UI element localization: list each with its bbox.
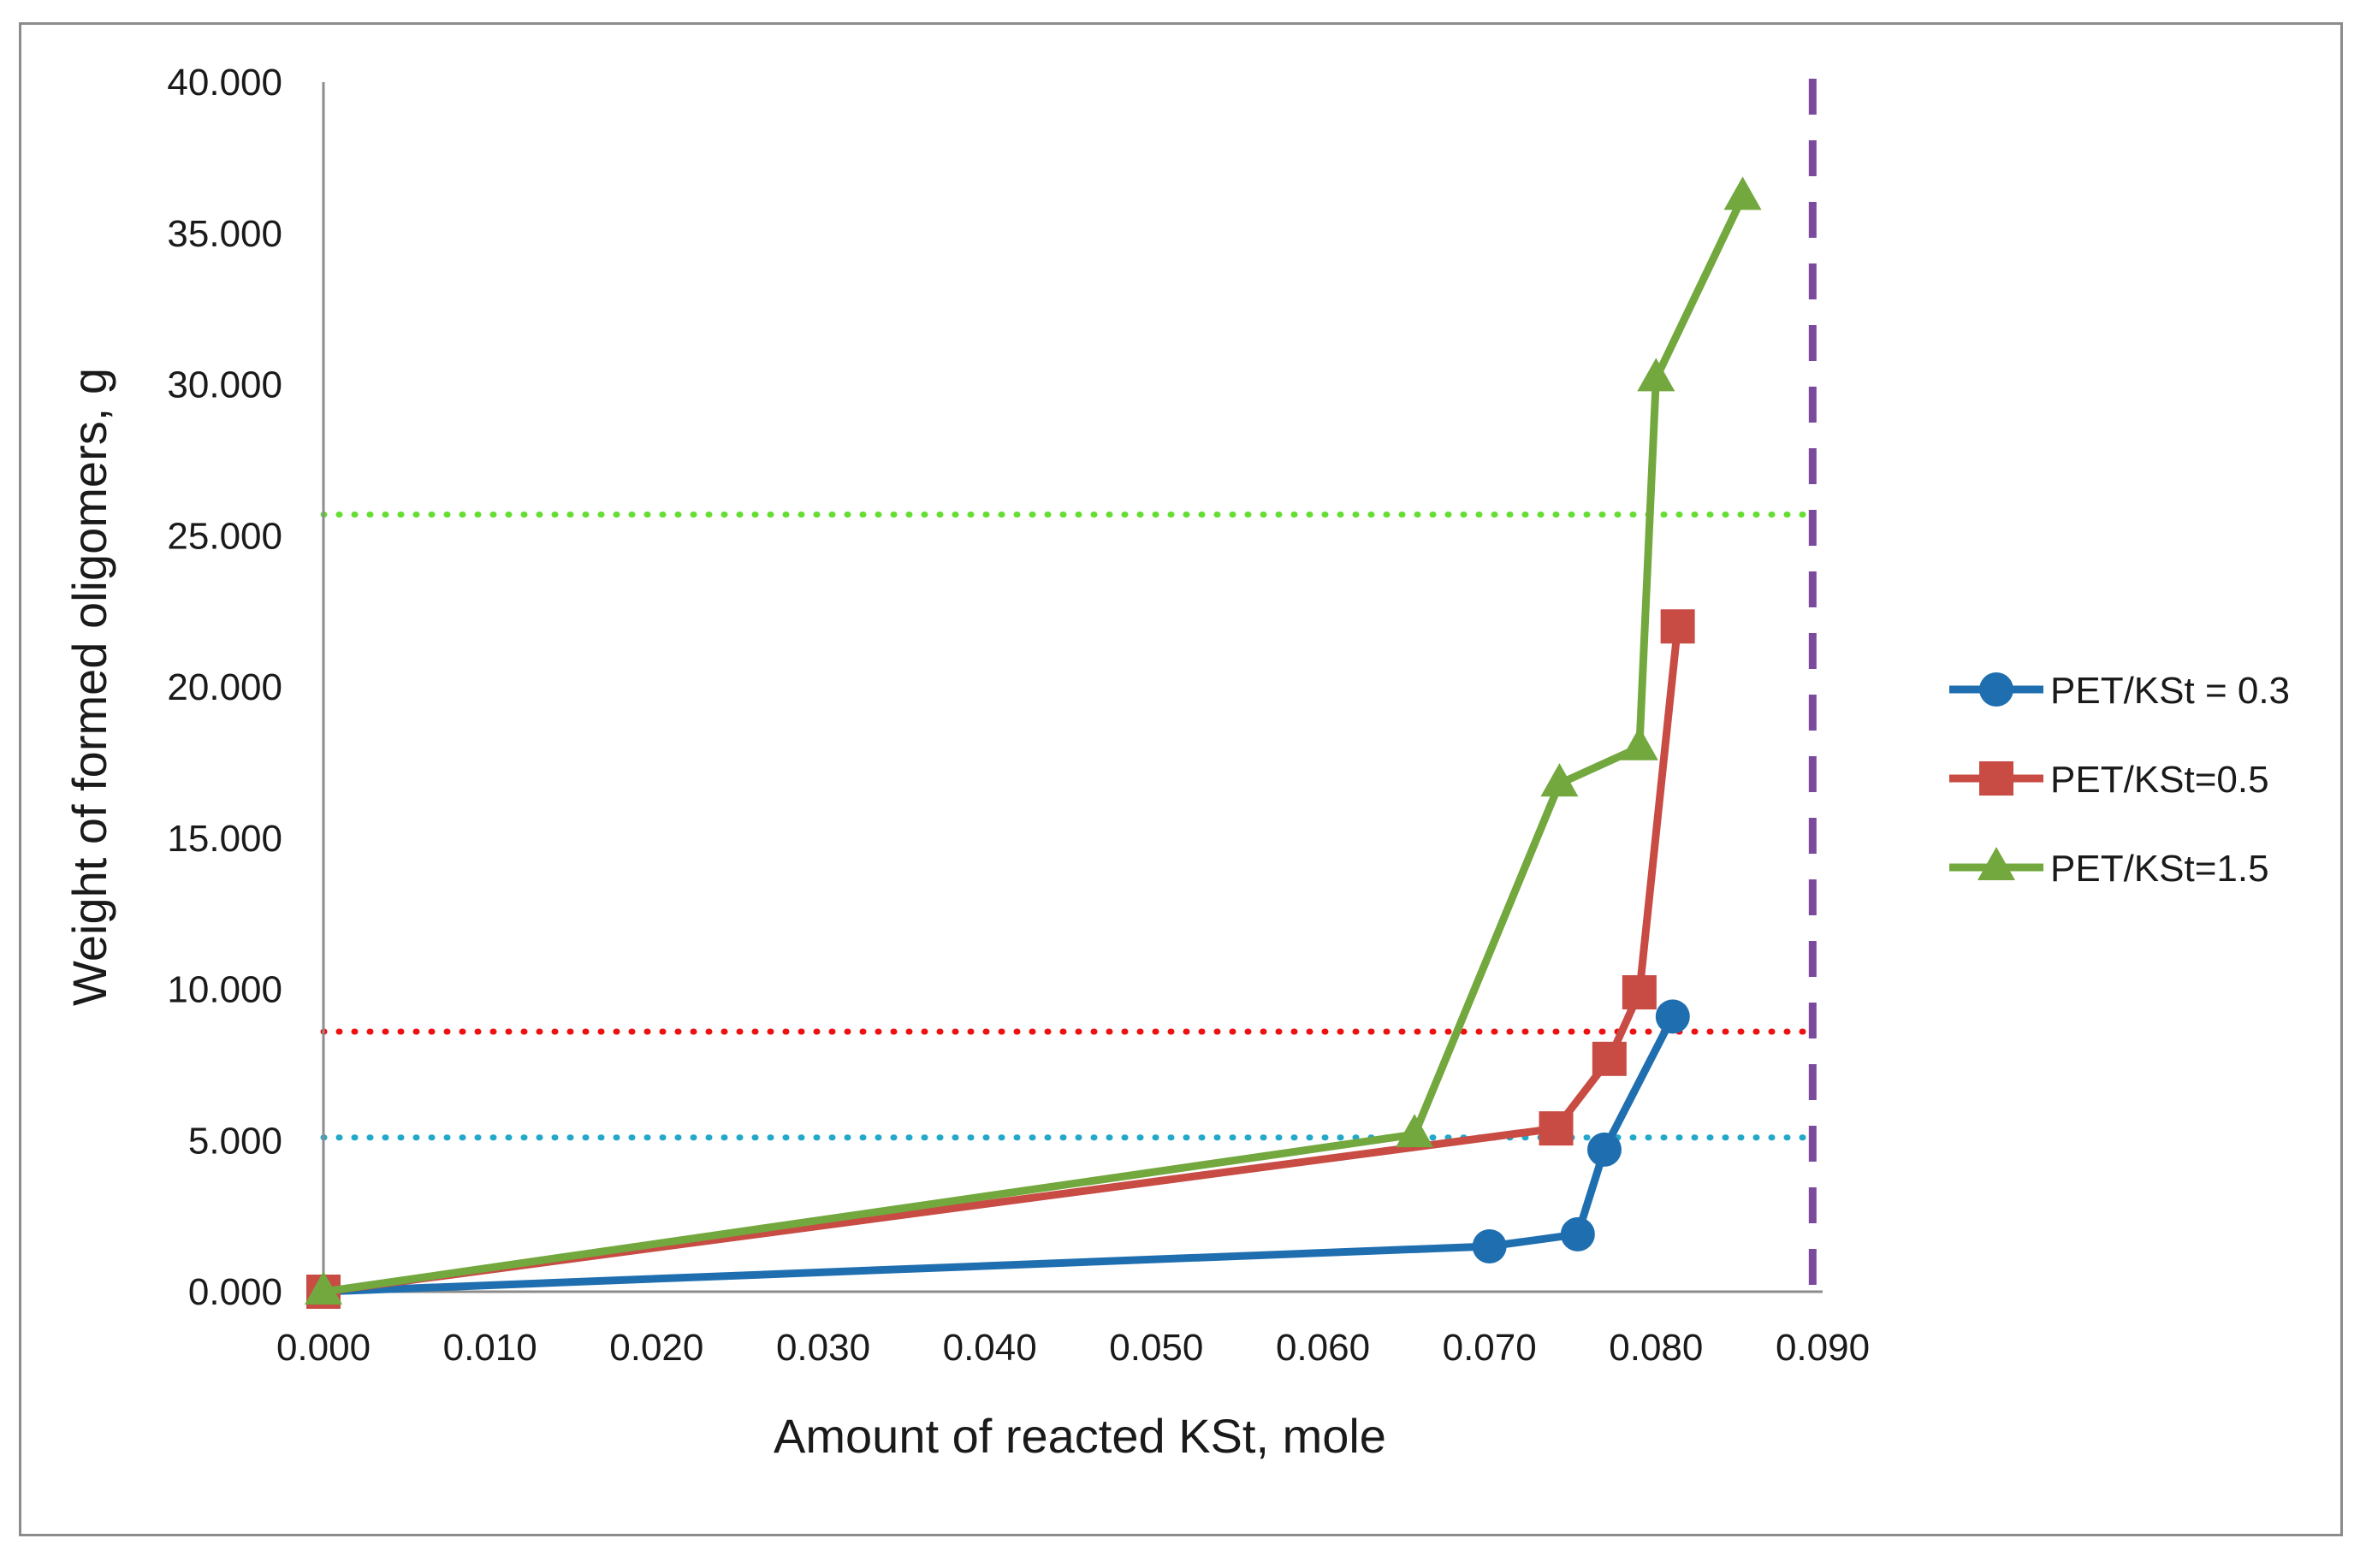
series-2 bbox=[306, 609, 1695, 1309]
y-tick-label: 0.000 bbox=[188, 1271, 282, 1313]
data-point bbox=[1560, 1216, 1595, 1251]
reference-lines bbox=[320, 79, 1817, 1292]
data-point bbox=[1723, 176, 1762, 210]
legend-item: PET/KSt=0.5 bbox=[1949, 759, 2269, 801]
legend-label: PET/KSt=1.5 bbox=[2050, 848, 2269, 890]
legend-swatch-marker bbox=[1979, 761, 2013, 796]
y-tick-label: 5.000 bbox=[188, 1120, 282, 1162]
legend-swatch-marker bbox=[1979, 672, 2013, 707]
legend-item: PET/KSt = 0.3 bbox=[1949, 670, 2290, 712]
y-tick-label: 15.000 bbox=[167, 818, 282, 860]
y-tick-label: 30.000 bbox=[167, 364, 282, 406]
data-point bbox=[1637, 358, 1675, 392]
legend: PET/KSt = 0.3 PET/KSt=0.5 PET/KSt=1.5 bbox=[1949, 670, 2290, 890]
x-tick-labels: 0.000 0.010 0.020 0.030 0.040 0.050 0.060 0.070… bbox=[276, 1327, 1870, 1369]
data-point bbox=[1586, 1132, 1622, 1167]
legend-label: PET/KSt = 0.3 bbox=[2050, 670, 2290, 712]
y-axis-title: Weight of formed oligomers, g bbox=[62, 368, 116, 1006]
y-tick-label: 35.000 bbox=[167, 213, 282, 255]
data-point bbox=[1540, 763, 1579, 797]
x-axis-title: Amount of reacted KSt, mole bbox=[774, 1409, 1386, 1463]
series-3 bbox=[305, 176, 1762, 1305]
data-point bbox=[1660, 609, 1695, 644]
data-point bbox=[1396, 1114, 1434, 1148]
legend-label: PET/KSt=0.5 bbox=[2050, 759, 2269, 801]
data-point bbox=[1620, 726, 1658, 760]
data-point bbox=[1655, 999, 1690, 1034]
y-tick-label: 10.000 bbox=[167, 969, 282, 1011]
series-line bbox=[319, 1012, 1677, 1296]
x-tick-label: 0.010 bbox=[443, 1327, 537, 1369]
axes bbox=[322, 82, 1823, 1293]
legend-item: PET/KSt=1.5 bbox=[1949, 847, 2269, 890]
data-point bbox=[305, 1271, 342, 1305]
legend-swatch-marker bbox=[1978, 847, 2015, 880]
x-tick-label: 0.080 bbox=[1609, 1327, 1703, 1369]
x-tick-label: 0.040 bbox=[943, 1327, 1037, 1369]
x-tick-label: 0.050 bbox=[1109, 1327, 1203, 1369]
series bbox=[305, 176, 1762, 1309]
y-tick-label: 25.000 bbox=[167, 515, 282, 557]
x-tick-label: 0.030 bbox=[776, 1327, 870, 1369]
data-point bbox=[1472, 1228, 1507, 1263]
data-point bbox=[1539, 1111, 1574, 1146]
data-point bbox=[1592, 1041, 1627, 1076]
x-tick-label: 0.070 bbox=[1443, 1327, 1537, 1369]
x-tick-label: 0.060 bbox=[1276, 1327, 1370, 1369]
data-point bbox=[1622, 975, 1657, 1010]
y-tick-label: 40.000 bbox=[167, 62, 282, 104]
x-tick-label: 0.000 bbox=[276, 1327, 371, 1369]
y-tick-labels: 0.000 5.000 10.000 15.000 20.000 25.000 30.000… bbox=[167, 62, 282, 1313]
series-line bbox=[319, 192, 1747, 1296]
x-tick-label: 0.090 bbox=[1776, 1327, 1870, 1369]
y-tick-label: 20.000 bbox=[167, 666, 282, 708]
x-tick-label: 0.020 bbox=[609, 1327, 703, 1369]
